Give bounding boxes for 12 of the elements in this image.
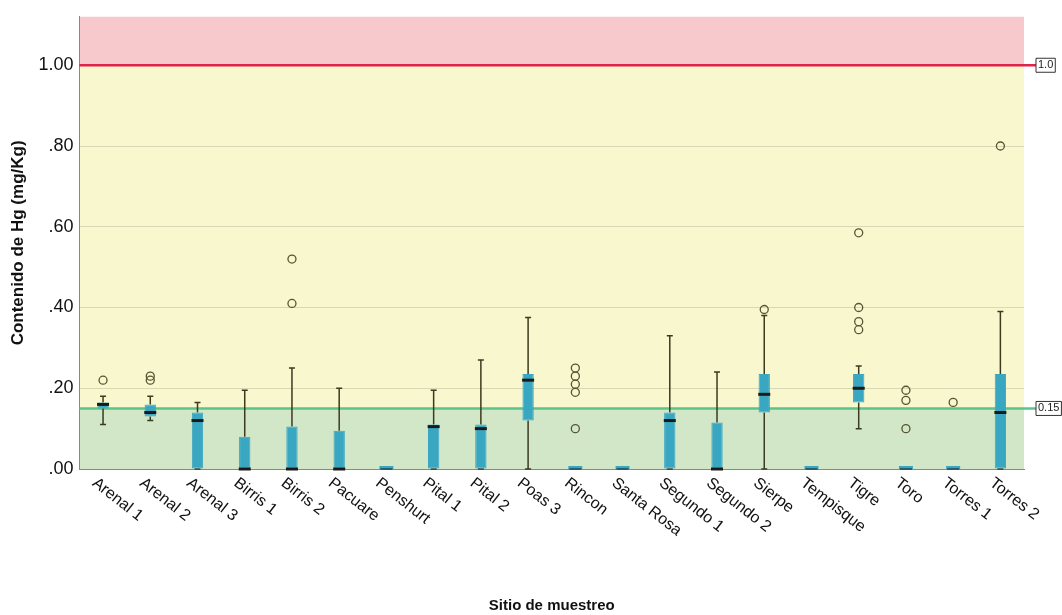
y-tick-label: .80 <box>48 134 74 155</box>
y-tick-label: .40 <box>48 296 74 317</box>
y-axis-title: Contenido de Hg (mg/Kg) <box>7 140 27 346</box>
y-tick-label: .60 <box>48 215 74 236</box>
x-tick-label: Pital 2 <box>467 473 513 515</box>
y-tick-label: .20 <box>48 377 74 398</box>
y-tick-label: 1.00 <box>38 54 74 75</box>
ref-line-label: 1.0 <box>1038 58 1054 71</box>
x-axis-title: Sitio de muestreo <box>488 595 615 613</box>
ref-line-label: 0.15 <box>1038 401 1060 414</box>
x-tick-label: Toro <box>892 473 928 507</box>
y-tick-label: .00 <box>48 457 74 478</box>
